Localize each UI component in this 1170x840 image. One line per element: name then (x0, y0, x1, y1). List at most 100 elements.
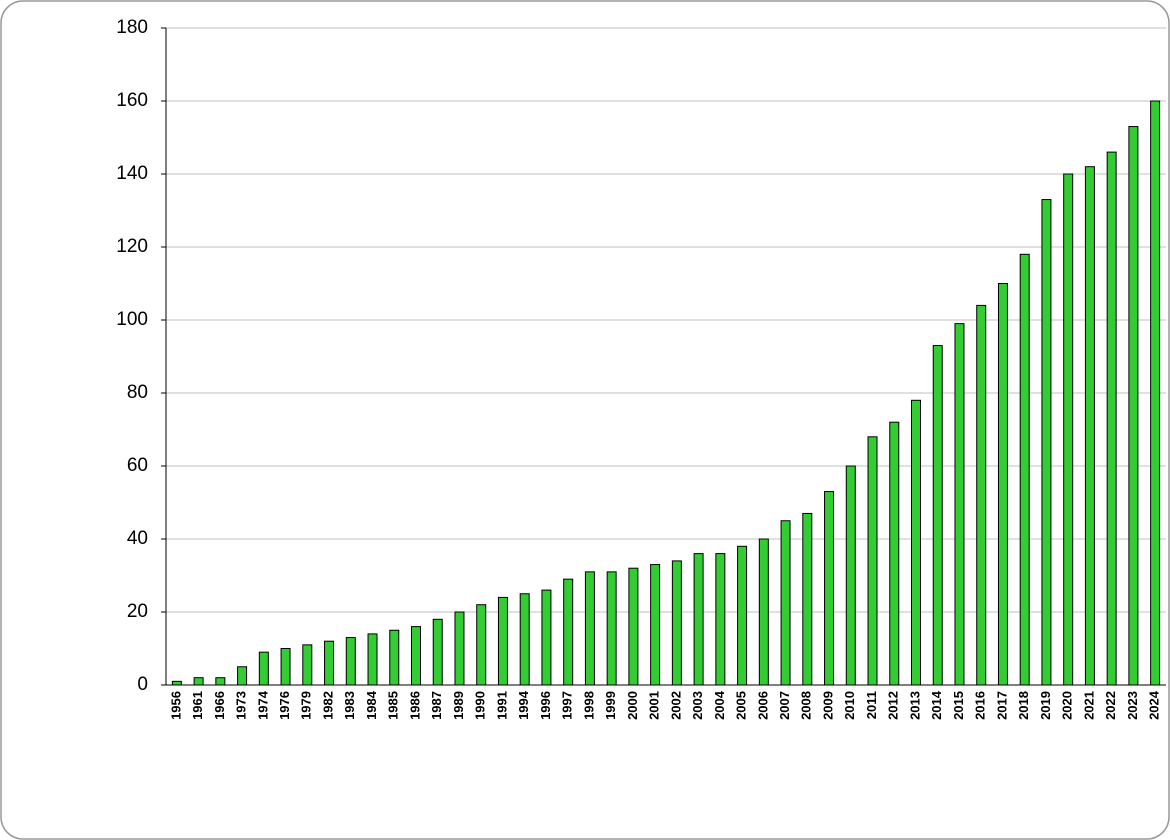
bar (889, 421, 900, 686)
x-tick-label: 1986 (407, 691, 422, 720)
y-tick-label: 80 (127, 382, 148, 403)
y-tick-label: 0 (137, 674, 148, 695)
x-tick-label: 1998 (581, 691, 596, 720)
bar (432, 618, 443, 686)
bar (215, 677, 226, 686)
x-tick-label: 2024 (1147, 690, 1162, 720)
x-tick-label: 2005 (734, 691, 749, 720)
bar (258, 651, 269, 686)
bar (867, 436, 878, 686)
x-tick-label: 1985 (386, 691, 401, 720)
x-tick-label: 2018 (1016, 691, 1031, 720)
x-tick-label: 1974 (255, 690, 270, 720)
x-tick-label: 1994 (516, 690, 531, 720)
bar (171, 680, 182, 686)
bar (519, 593, 530, 686)
x-tick-label: 2004 (712, 690, 727, 720)
bar (802, 512, 813, 686)
bar (1150, 100, 1161, 686)
y-tick-label: 140 (116, 163, 148, 184)
x-tick-label: 1991 (494, 691, 509, 720)
bar (824, 491, 835, 686)
x-tick-label: 2000 (625, 691, 640, 720)
bar (650, 564, 661, 686)
x-tick-label: 1983 (342, 691, 357, 720)
x-tick-label: 2010 (842, 691, 857, 720)
x-tick-label: 2006 (755, 691, 770, 720)
x-tick-label: 1961 (190, 691, 205, 720)
x-tick-label: 1982 (320, 691, 335, 720)
bar (997, 283, 1008, 686)
bar (911, 399, 921, 686)
y-tick-label: 120 (116, 236, 148, 257)
x-tick-label: 1997 (560, 691, 575, 720)
bar (1019, 253, 1030, 686)
y-tick-label: 20 (127, 601, 148, 622)
bar (302, 644, 313, 686)
bar (671, 560, 682, 686)
x-tick-label: 2023 (1125, 691, 1140, 720)
x-tick-label: 2017 (994, 691, 1009, 720)
bar (976, 304, 987, 686)
bar (345, 637, 356, 686)
x-tick-label: 2009 (820, 691, 835, 720)
x-tick-label: 2011 (864, 691, 879, 719)
bar (1063, 173, 1074, 686)
y-tick-label: 60 (127, 455, 148, 476)
x-tick-label: 2015 (951, 691, 966, 720)
bar (1084, 166, 1095, 686)
x-tick-label: 2014 (929, 690, 944, 720)
x-tick-label: 2019 (1038, 691, 1053, 720)
bar (1106, 151, 1117, 686)
x-tick-label: 2001 (647, 691, 662, 720)
x-tick-label: 2007 (777, 691, 792, 720)
bar (932, 345, 943, 686)
bar (1041, 199, 1052, 686)
x-tick-label: 2021 (1081, 691, 1096, 720)
y-tick-label: 40 (127, 528, 148, 549)
x-tick-label: 2008 (799, 691, 814, 720)
bar (584, 571, 595, 686)
x-tick-label: 2022 (1103, 691, 1118, 720)
x-tick-label: 1973 (234, 691, 249, 720)
bar (411, 626, 421, 686)
bar (1128, 126, 1139, 686)
bar (758, 538, 769, 686)
x-tick-label: 2013 (907, 691, 922, 720)
bar (476, 604, 487, 686)
x-tick-label: 2003 (690, 691, 705, 720)
bar (606, 571, 617, 686)
x-tick-label: 1990 (473, 691, 488, 720)
x-tick-label: 1979 (299, 691, 314, 720)
bar (389, 629, 400, 686)
y-tick-label: 100 (116, 309, 148, 330)
bar (715, 553, 726, 686)
bar (280, 648, 291, 686)
x-tick-label: 2012 (886, 691, 901, 720)
x-tick-label: 1984 (364, 690, 379, 720)
x-tick-label: 1996 (538, 691, 553, 720)
bar (497, 596, 508, 686)
bar (193, 677, 204, 686)
bar (693, 553, 704, 686)
bar (367, 633, 378, 686)
x-tick-label: 2020 (1060, 691, 1075, 720)
x-tick-label: 1987 (429, 691, 444, 720)
bar (780, 520, 791, 686)
bar (541, 589, 552, 686)
bar (737, 545, 748, 686)
x-tick-label: 1989 (451, 691, 466, 720)
bar (628, 567, 639, 686)
y-tick-label: 160 (116, 90, 148, 111)
x-tick-label: 1999 (603, 691, 618, 720)
x-tick-label: 2002 (668, 691, 683, 720)
bar (954, 323, 965, 686)
x-tick-label: 1956 (168, 691, 183, 720)
bar (845, 465, 856, 686)
bar (324, 640, 335, 686)
bar (237, 666, 248, 686)
y-tick-label: 180 (116, 17, 148, 38)
x-tick-label: 2016 (973, 691, 988, 720)
bar (563, 578, 574, 686)
